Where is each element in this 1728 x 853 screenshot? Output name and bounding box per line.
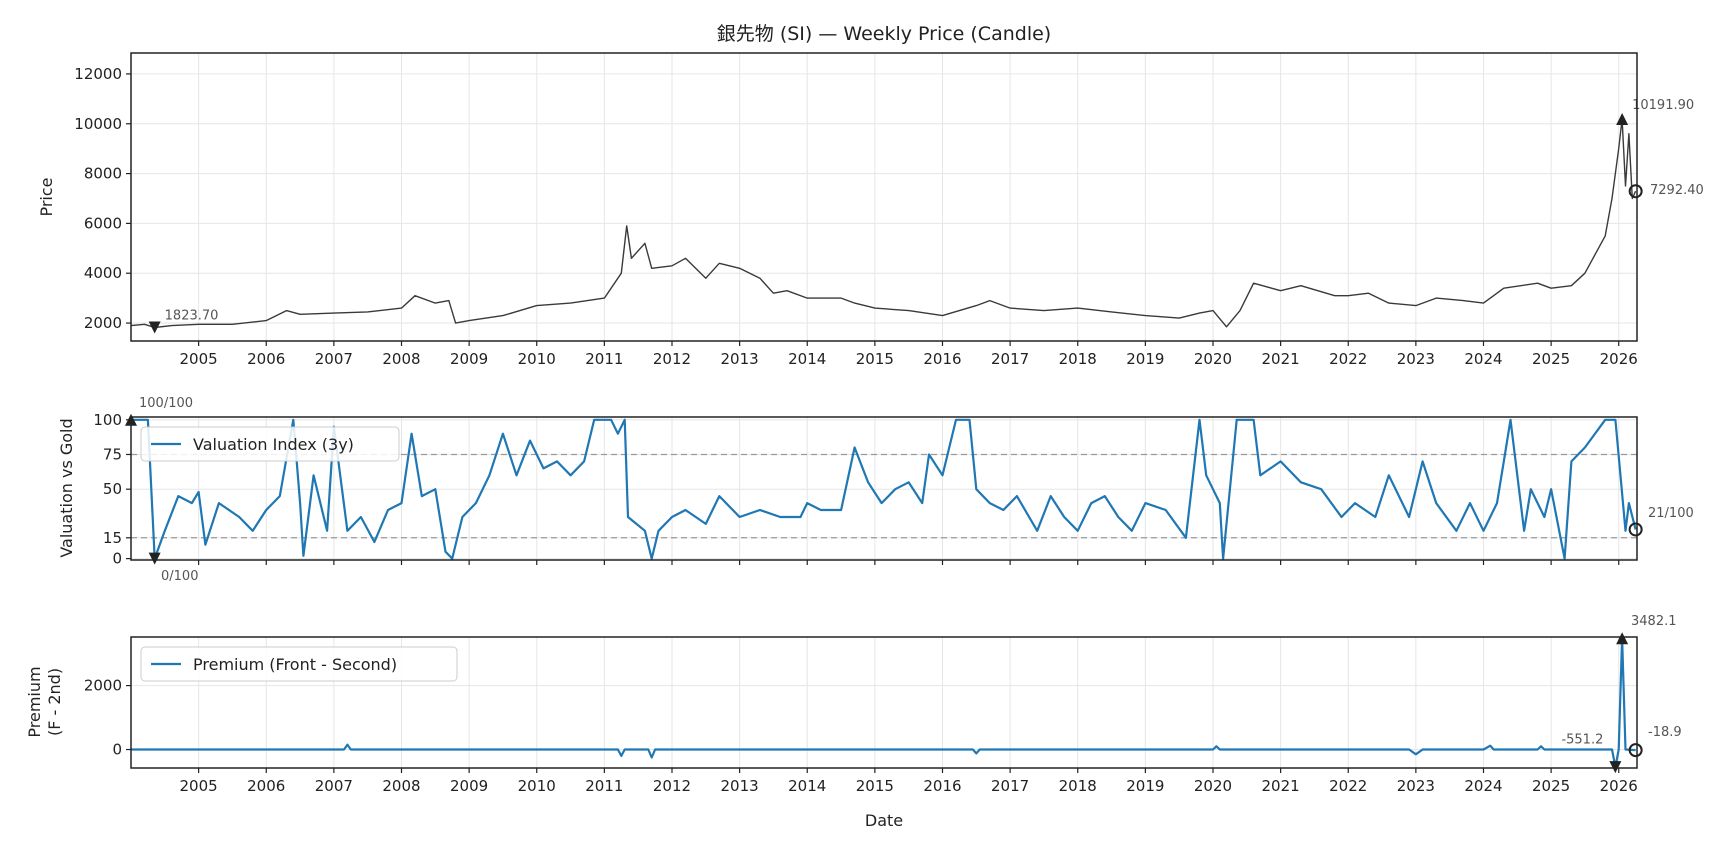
panel-1: 0 15 50 75 100 100/100 0/100 21/100 Valuation In…	[93, 396, 1693, 584]
y-tick-label: 2000	[84, 314, 122, 332]
x-tick-label: 2012	[653, 777, 691, 795]
x-tick-label: 2017	[991, 350, 1029, 368]
premium-y-axis-label-line2: (F - 2nd)	[45, 668, 64, 736]
plot-frame	[131, 53, 1637, 341]
y-tick-label: 8000	[84, 165, 122, 183]
x-tick-label: 2005	[180, 777, 218, 795]
legend-label: Premium (Front - Second)	[193, 655, 397, 674]
x-tick-label: 2026	[1600, 350, 1638, 368]
legend: Valuation Index (3y)	[141, 427, 399, 461]
x-tick-label: 2018	[1059, 777, 1097, 795]
x-tick-label: 2020	[1194, 777, 1232, 795]
y-tick-label: 6000	[84, 214, 122, 232]
x-tick-label: 2020	[1194, 350, 1232, 368]
x-tick-label: 2011	[585, 350, 623, 368]
x-tick-label: 2018	[1059, 350, 1097, 368]
x-axis-label: Date	[865, 811, 903, 830]
x-tick-label: 2025	[1532, 350, 1570, 368]
x-tick-label: 2007	[315, 350, 353, 368]
x-tick-label: 2006	[247, 777, 285, 795]
chart-title: 銀先物 (SI) — Weekly Price (Candle)	[717, 23, 1051, 45]
x-tick-label: 2010	[518, 777, 556, 795]
x-tick-label: 2015	[856, 777, 894, 795]
x-tick-label: 2006	[247, 350, 285, 368]
x-tick-label: 2012	[653, 350, 691, 368]
x-tick-label: 2013	[721, 350, 759, 368]
y-tick-label: 0	[112, 550, 122, 568]
x-tick-label: 2017	[991, 777, 1029, 795]
x-tick-label: 2024	[1464, 777, 1502, 795]
y-tick-label: 50	[103, 480, 122, 498]
max-marker-icon	[1616, 113, 1628, 125]
y-tick-label: 0	[112, 741, 122, 759]
x-tick-label: 2022	[1329, 350, 1367, 368]
valuation-y-axis-label: Valuation vs Gold	[57, 418, 76, 557]
y-tick-label: 2000	[84, 677, 122, 695]
x-tick-label: 2005	[180, 350, 218, 368]
min-marker-icon	[1609, 761, 1621, 773]
y-tick-label: 4000	[84, 264, 122, 282]
annotation-last: 7292.40	[1650, 183, 1704, 198]
y-tick-label: 10000	[74, 115, 122, 133]
x-tick-label: 2008	[382, 777, 420, 795]
x-tick-label: 2008	[382, 350, 420, 368]
annotation-min: 1823.70	[165, 308, 219, 323]
panel-0: 2005 2006 2007 2008 2009 2010 2011 2012 2013 2014…	[74, 53, 1703, 368]
x-tick-label: 2015	[856, 350, 894, 368]
x-tick-label: 2022	[1329, 777, 1367, 795]
annotation-max: 3482.1	[1631, 614, 1677, 629]
x-tick-label: 2009	[450, 350, 488, 368]
y-tick-label: 12000	[74, 65, 122, 83]
x-tick-label: 2021	[1262, 350, 1300, 368]
premium-y-axis-label-line1: Premium	[25, 666, 44, 737]
annotation-min: -551.2	[1561, 733, 1603, 748]
annotation-max: 10191.90	[1632, 98, 1694, 113]
max-marker-icon	[1616, 632, 1628, 644]
price-y-axis-label: Price	[37, 177, 56, 216]
x-tick-label: 2016	[923, 777, 961, 795]
y-tick-label: 75	[103, 445, 122, 463]
x-tick-label: 2024	[1464, 350, 1502, 368]
x-tick-label: 2016	[923, 350, 961, 368]
x-tick-label: 2019	[1126, 777, 1164, 795]
x-tick-label: 2007	[315, 777, 353, 795]
legend: Premium (Front - Second)	[141, 647, 457, 681]
x-tick-label: 2013	[721, 777, 759, 795]
annotation-last: -18.9	[1648, 725, 1682, 740]
x-tick-label: 2009	[450, 777, 488, 795]
x-tick-label: 2019	[1126, 350, 1164, 368]
x-tick-label: 2023	[1397, 777, 1435, 795]
x-tick-label: 2014	[788, 350, 826, 368]
x-tick-label: 2025	[1532, 777, 1570, 795]
annotation-last: 21/100	[1648, 506, 1694, 521]
x-tick-label: 2011	[585, 777, 623, 795]
y-tick-label: 100	[93, 411, 122, 429]
x-tick-label: 2023	[1397, 350, 1435, 368]
annotation-min: 0/100	[161, 569, 198, 584]
x-tick-label: 2010	[518, 350, 556, 368]
y-tick-label: 15	[103, 529, 122, 547]
x-tick-label: 2021	[1262, 777, 1300, 795]
panel-2: 2005 2006 2007 2008 2009 2010 2011 2012 2013 2014…	[84, 614, 1682, 795]
x-tick-label: 2014	[788, 777, 826, 795]
annotation-max: 100/100	[139, 396, 193, 411]
legend-label: Valuation Index (3y)	[193, 435, 354, 454]
x-tick-label: 2026	[1600, 777, 1638, 795]
